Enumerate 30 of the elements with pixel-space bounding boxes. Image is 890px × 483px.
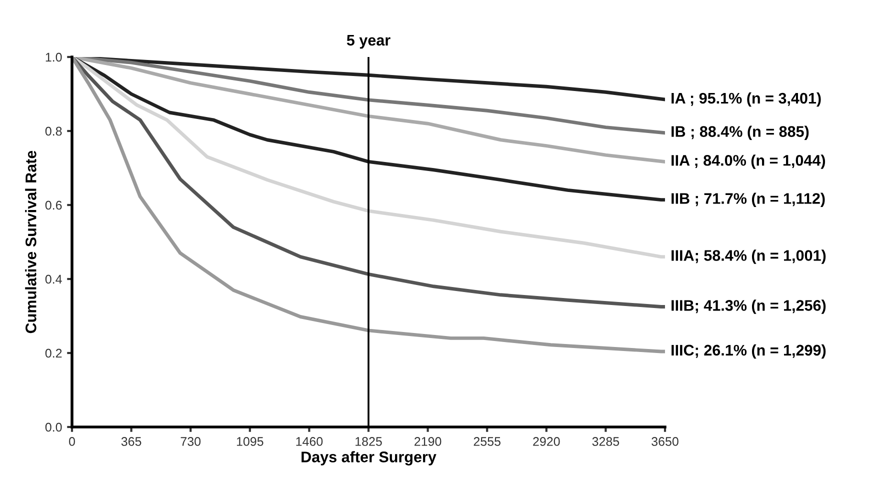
y-tick-label: 1.0: [46, 52, 62, 62]
series-label: IIB ; 71.7% (n = 1,112): [672, 192, 825, 207]
x-tick-label: 2920: [533, 437, 560, 446]
x-tick-label: 365: [121, 437, 142, 446]
x-tick-label: 3650: [652, 437, 678, 446]
x-tick-label: 1095: [236, 437, 264, 446]
x-tick-label: 3285: [592, 437, 620, 446]
line-series: [72, 57, 665, 354]
y-tick-label: 0.0: [45, 422, 62, 432]
series-label: IB ; 88.4% (n = 885): [672, 126, 809, 140]
x-axis-title: Days after Surgery: [302, 451, 436, 466]
x-tick-label: 1460: [296, 437, 323, 446]
line-series: [72, 57, 665, 259]
y-tick-label: 0.6: [45, 200, 62, 210]
x-tick-label: 1825: [356, 437, 382, 446]
ref-line-label: 5 year: [346, 34, 390, 49]
series-label: IIIA; 58.4% (n = 1,001): [672, 250, 826, 264]
series-label: IA ; 95.1% (n = 3,401): [672, 92, 821, 107]
y-axis-title: Cumulative Survival Rate: [25, 150, 36, 334]
y-tick-label: 0.2: [45, 348, 62, 358]
y-tick-label: 0.4: [45, 274, 62, 284]
x-tick-label: 2555: [474, 437, 500, 446]
series-label: IIIB; 41.3% (n = 1,256): [672, 300, 826, 314]
x-tick-label: 2190: [414, 437, 442, 446]
series-label: IIIC; 26.1% (n = 1,299): [672, 344, 826, 359]
x-tick-label: 730: [180, 437, 201, 446]
y-tick-label: 0.8: [45, 126, 62, 136]
x-tick-label: 0: [69, 437, 75, 446]
series-label: IIA ; 84.0% (n = 1,044): [672, 154, 826, 169]
line-series: [72, 57, 665, 308]
